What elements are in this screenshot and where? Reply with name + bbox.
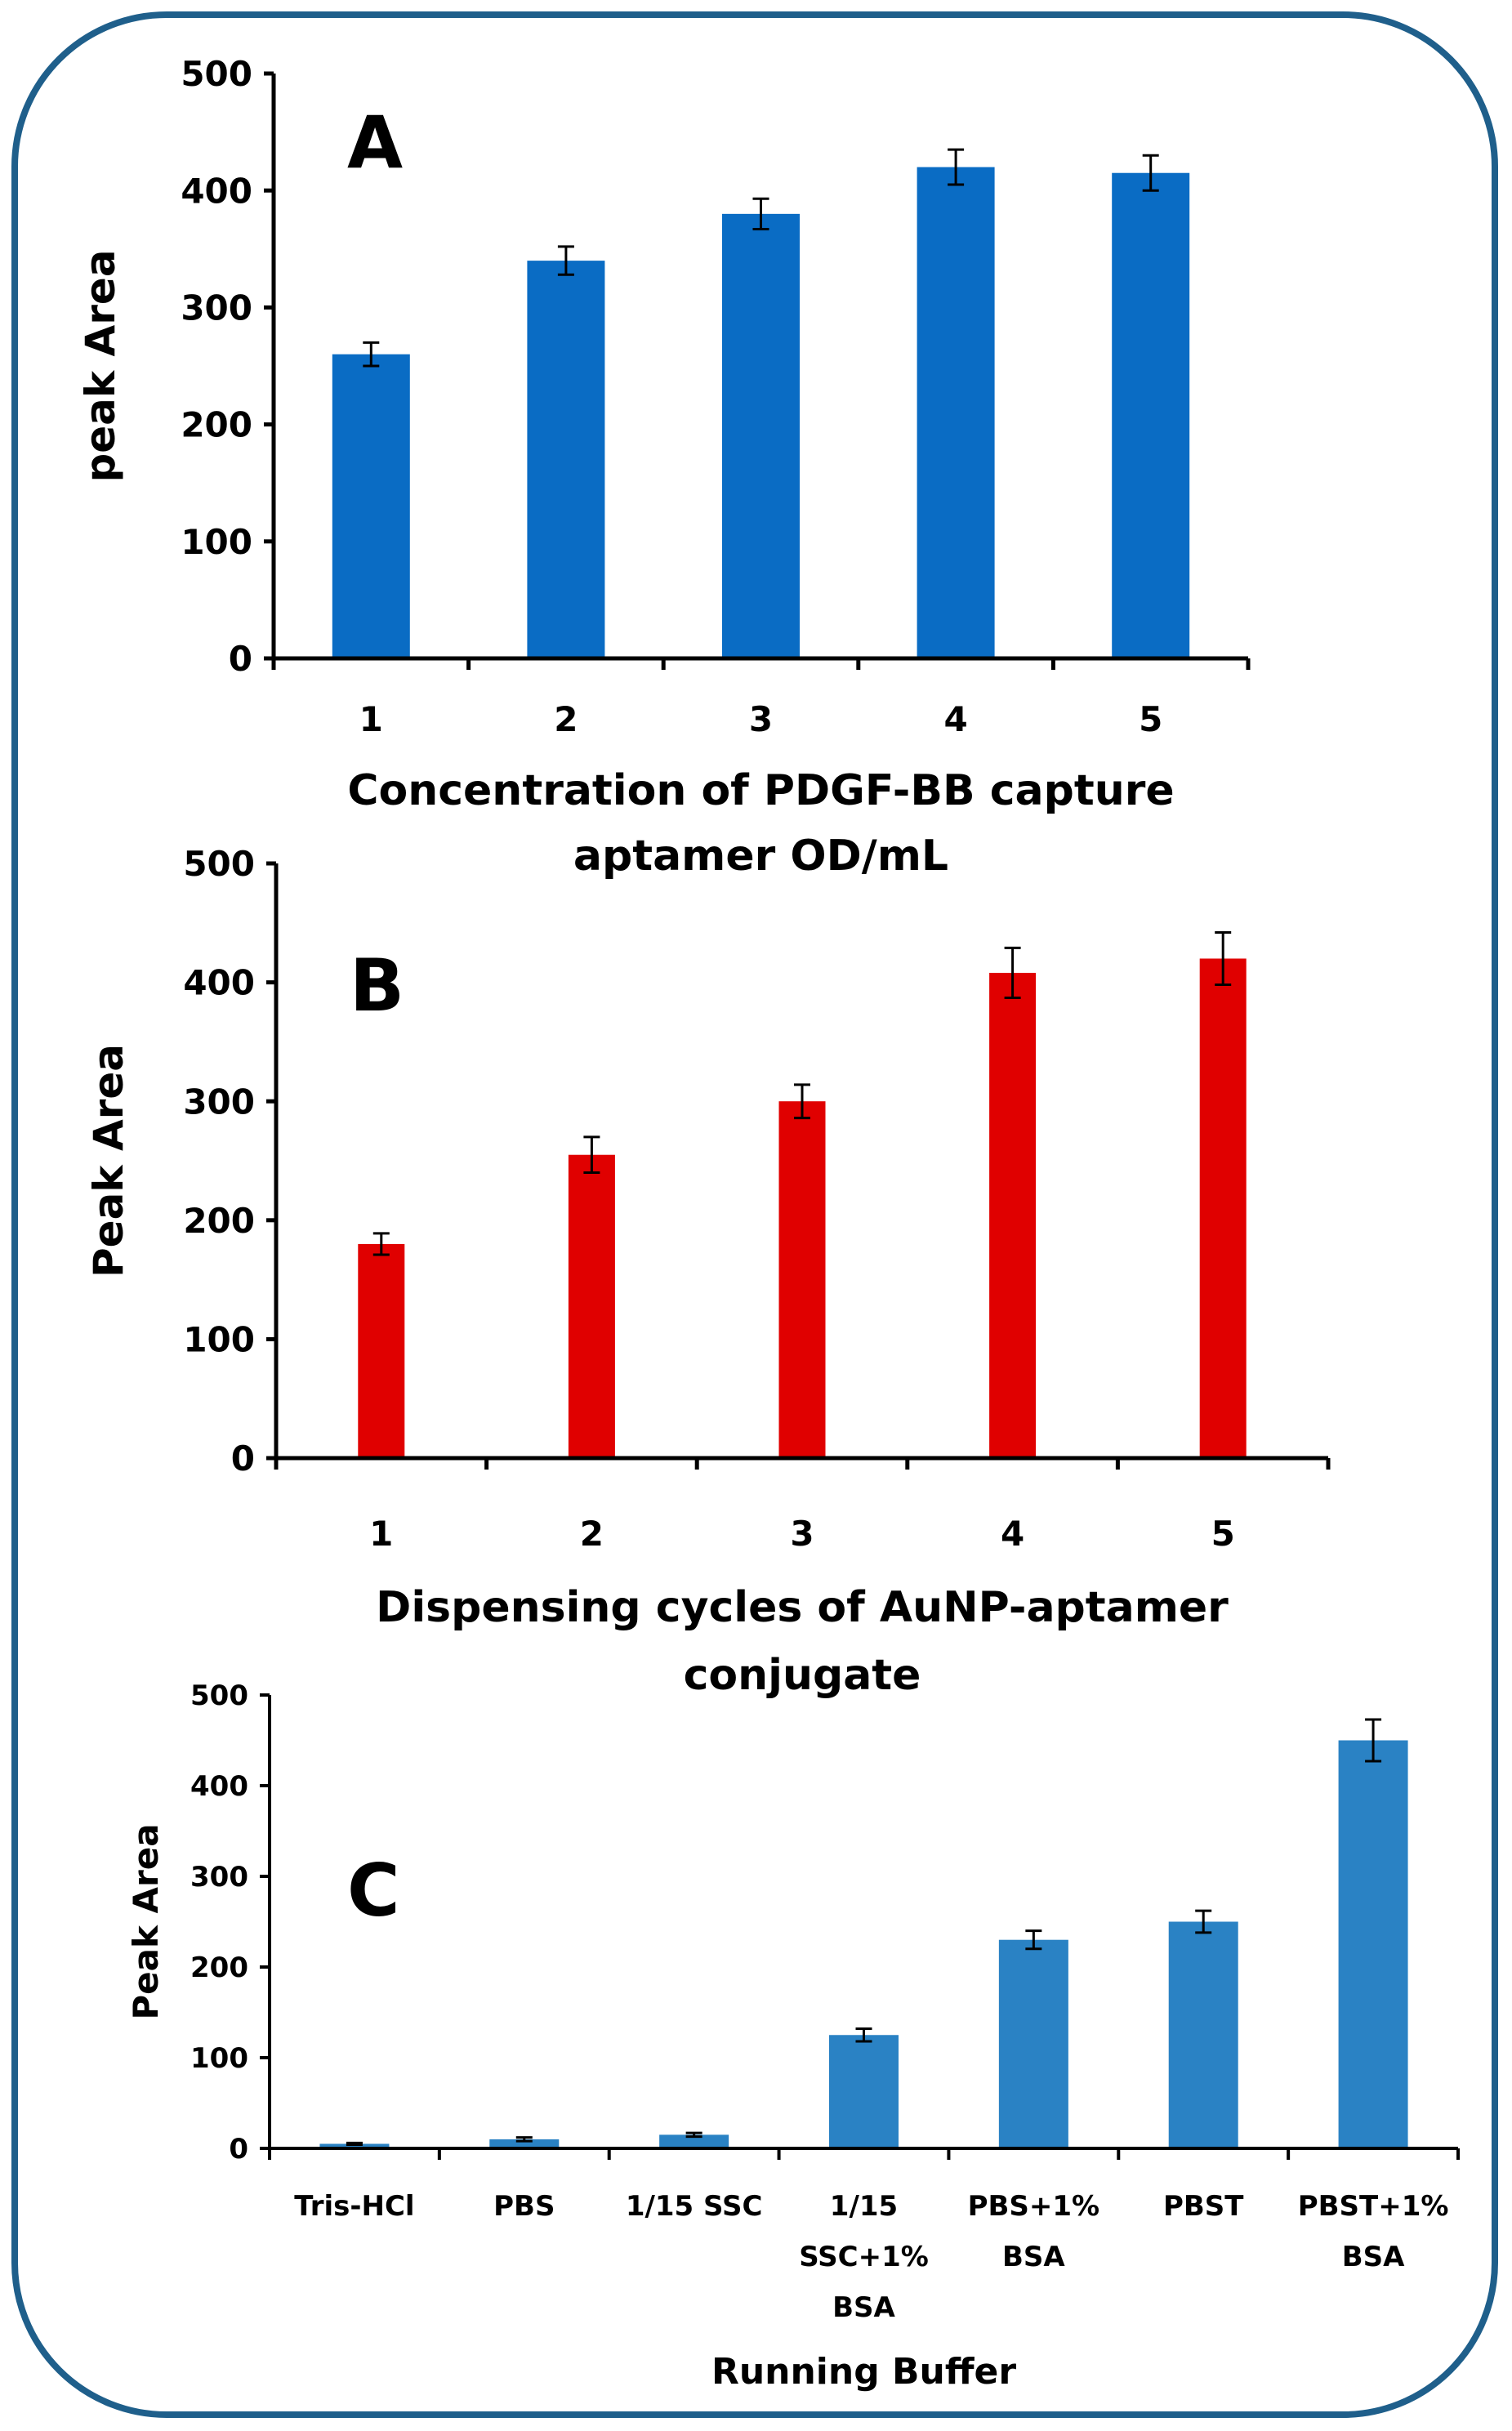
x-tick-label-line: 3: [790, 1514, 814, 1554]
panel-letter: A: [347, 100, 403, 185]
x-axis-title-line: Running Buffer: [711, 2351, 1016, 2393]
panel-letter: C: [347, 1849, 400, 1933]
x-tick-label: PBST+1% BSA: [1298, 2190, 1449, 2273]
x-tick-label-line: 1/15 SSC: [626, 2190, 763, 2223]
x-tick-label-line: 4: [1001, 1514, 1024, 1554]
x-tick-label: 1/15 SSC+1% BSA: [799, 2190, 929, 2324]
bar: [332, 354, 410, 658]
x-tick-label: 4: [1001, 1514, 1024, 1554]
x-tick-label: PBST: [1163, 2190, 1244, 2223]
rounded-border-frame: [11, 11, 1498, 2418]
bar: [489, 2139, 560, 2148]
y-tick-label: 0: [229, 2133, 248, 2166]
x-axis-title-line: aptamer OD/mL: [573, 832, 948, 881]
y-axis-title: peak Area: [77, 249, 124, 482]
y-tick-label: 0: [229, 639, 252, 679]
bar: [527, 261, 605, 658]
x-tick-label: 5: [1211, 1514, 1235, 1554]
x-tick-label-line: 4: [943, 699, 967, 739]
bar: [917, 167, 995, 658]
bar: [1168, 1921, 1238, 2148]
bar: [778, 1101, 826, 1458]
y-tick-label: 500: [181, 54, 252, 94]
y-tick-label: 400: [183, 963, 255, 1003]
bar: [319, 2143, 390, 2148]
panel-a-chart: 0 100 200 300 400 500 1 2 3 4 5 peak Area Concentrat…: [77, 54, 1251, 881]
bar: [568, 1154, 615, 1458]
x-tick-label-line: Tris-HCl: [294, 2190, 414, 2223]
x-tick-label-line: 5: [1211, 1514, 1235, 1554]
x-tick-label-line: 1: [369, 1514, 393, 1554]
y-tick-label: 300: [190, 1861, 248, 1894]
y-axis-title: Peak Area: [85, 1044, 132, 1278]
y-tick-label: 200: [181, 405, 252, 445]
x-tick-label: 3: [790, 1514, 814, 1554]
panel-c-chart: 0 100 200 300 400 500 Tris-HCl PBS 1/15 SSC 1/15 S…: [126, 1679, 1460, 2393]
bar: [989, 972, 1037, 1458]
x-tick-label-line: 3: [749, 699, 773, 739]
x-tick-label-line: PBST+1%: [1298, 2190, 1449, 2223]
x-axis-title-line: Dispensing cycles of AuNP-aptamer: [376, 1583, 1229, 1632]
x-tick-label: 3: [749, 699, 773, 739]
x-tick-label: 2: [554, 699, 578, 739]
y-axis-title: Peak Area: [126, 1823, 166, 2019]
y-tick-label: 0: [231, 1439, 255, 1479]
bar: [1338, 1740, 1408, 2148]
panel-letter: B: [350, 943, 404, 1028]
y-tick-label: 100: [183, 1320, 255, 1360]
x-tick-label: PBS+1% BSA: [968, 2190, 1100, 2273]
x-tick-label-line: 5: [1139, 699, 1162, 739]
x-tick-label-line: PBS: [493, 2190, 555, 2223]
x-axis-title-line: Concentration of PDGF-BB capture: [347, 766, 1174, 815]
y-tick-label: 300: [183, 1082, 255, 1122]
y-tick-label: 500: [183, 844, 255, 884]
y-tick-label: 500: [190, 1679, 248, 1712]
x-tick-label: 1: [369, 1514, 393, 1554]
bar: [659, 2134, 729, 2148]
x-tick-label-line: SSC+1%: [799, 2241, 929, 2273]
y-tick-label: 200: [183, 1201, 255, 1241]
bar: [1199, 958, 1247, 1458]
x-tick-label-line: PBS+1%: [968, 2190, 1100, 2223]
y-tick-label: 300: [181, 288, 252, 328]
x-tick-label: 1: [359, 699, 383, 739]
bar: [998, 1939, 1068, 2148]
x-tick-label: Tris-HCl: [294, 2190, 414, 2223]
y-tick-label: 200: [190, 1951, 248, 1984]
x-tick-label-line: 2: [580, 1514, 604, 1554]
y-tick-label: 400: [181, 171, 252, 211]
x-tick-label: 2: [580, 1514, 604, 1554]
x-axis-title-line: conjugate: [684, 1651, 921, 1700]
bar: [358, 1243, 405, 1458]
bar: [722, 213, 800, 659]
x-tick-label: 1/15 SSC: [626, 2190, 763, 2223]
x-tick-label-line: 2: [554, 699, 578, 739]
y-tick-label: 100: [190, 2042, 248, 2075]
x-tick-label-line: PBST: [1163, 2190, 1244, 2223]
x-tick-label: 5: [1139, 699, 1162, 739]
x-tick-label-line: BSA: [832, 2291, 895, 2324]
y-tick-label: 400: [190, 1770, 248, 1803]
bar: [829, 2035, 899, 2148]
bar: [1112, 172, 1190, 659]
x-tick-label-line: 1/15: [830, 2190, 898, 2223]
x-tick-label: PBS: [493, 2190, 555, 2223]
panel-b-chart: 0 100 200 300 400 500 1 2 3 4 5 Peak Area Dispensing…: [85, 844, 1331, 1700]
x-tick-label-line: BSA: [1342, 2241, 1405, 2273]
y-tick-label: 100: [181, 522, 252, 562]
x-tick-label: 4: [943, 699, 967, 739]
x-tick-label-line: 1: [359, 699, 383, 739]
x-tick-label-line: BSA: [1002, 2241, 1065, 2273]
